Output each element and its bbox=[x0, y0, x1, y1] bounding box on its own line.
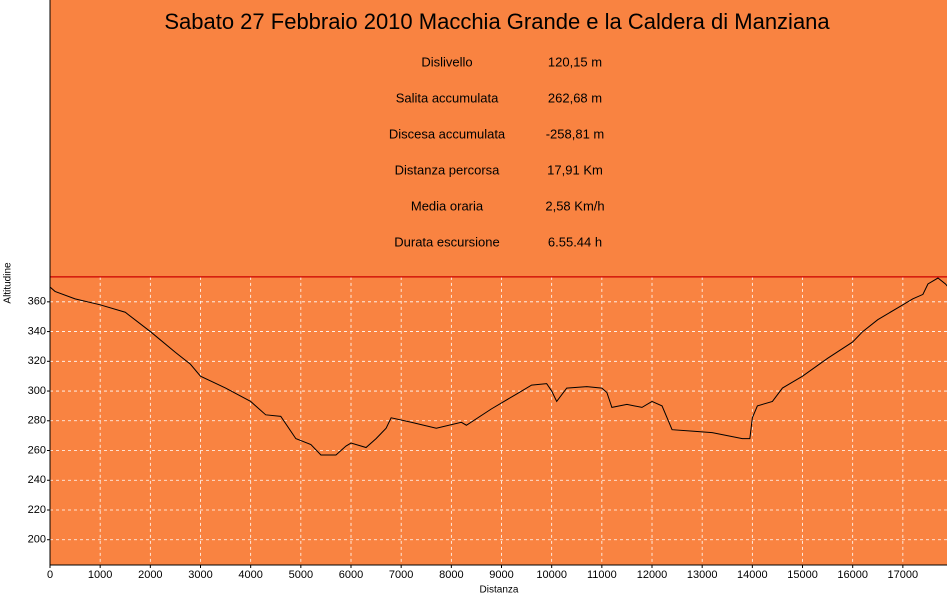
x-tick-label: 3000 bbox=[188, 569, 212, 581]
stat-label: Distanza percorsa bbox=[395, 162, 501, 177]
x-tick-label: 8000 bbox=[439, 569, 463, 581]
x-tick-label: 12000 bbox=[637, 569, 668, 581]
x-tick-label: 5000 bbox=[289, 569, 313, 581]
stat-value: 2,58 Km/h bbox=[545, 198, 604, 213]
x-tick-label: 6000 bbox=[339, 569, 363, 581]
stat-value: 120,15 m bbox=[548, 54, 602, 69]
x-tick-label: 7000 bbox=[389, 569, 413, 581]
y-tick-label: 260 bbox=[28, 444, 46, 456]
x-tick-label: 16000 bbox=[837, 569, 868, 581]
y-tick-label: 220 bbox=[28, 504, 46, 516]
y-tick-label: 360 bbox=[28, 296, 46, 308]
stat-value: 17,91 Km bbox=[547, 162, 603, 177]
y-tick-label: 280 bbox=[28, 415, 46, 427]
x-axis-label: Distanza bbox=[480, 585, 519, 596]
x-tick-label: 15000 bbox=[787, 569, 818, 581]
elevation-line bbox=[49, 277, 947, 456]
x-tick-label: 9000 bbox=[489, 569, 513, 581]
stat-label: Salita accumulata bbox=[396, 90, 499, 105]
x-tick-label: 2000 bbox=[138, 569, 162, 581]
x-tick-label: 4000 bbox=[238, 569, 262, 581]
y-tick-label: 340 bbox=[28, 325, 46, 337]
stat-label: Media oraria bbox=[411, 198, 484, 213]
chart-title: Sabato 27 Febbraio 2010 Macchia Grande e… bbox=[164, 9, 830, 34]
stat-label: Durata escursione bbox=[394, 234, 500, 249]
x-tick-label: 14000 bbox=[737, 569, 768, 581]
x-tick-label: 0 bbox=[47, 569, 53, 581]
x-tick-label: 13000 bbox=[687, 569, 718, 581]
stat-value: 262,68 m bbox=[548, 90, 602, 105]
y-tick-label: 320 bbox=[28, 355, 46, 367]
stat-value: 6.55.44 h bbox=[548, 234, 602, 249]
stat-label: Discesa accumulata bbox=[389, 126, 506, 141]
plot-background bbox=[50, 0, 947, 565]
stat-value: -258,81 m bbox=[546, 126, 605, 141]
x-tick-label: 11000 bbox=[587, 569, 617, 581]
x-tick-label: 1000 bbox=[88, 569, 112, 581]
x-tick-label: 17000 bbox=[888, 569, 919, 581]
y-tick-label: 200 bbox=[28, 534, 46, 546]
y-axis-label: Altitudine bbox=[3, 262, 14, 304]
stat-label: Dislivello bbox=[421, 54, 472, 69]
y-tick-label: 300 bbox=[28, 385, 46, 397]
y-tick-label: 240 bbox=[28, 474, 46, 486]
x-tick-label: 10000 bbox=[536, 569, 567, 581]
